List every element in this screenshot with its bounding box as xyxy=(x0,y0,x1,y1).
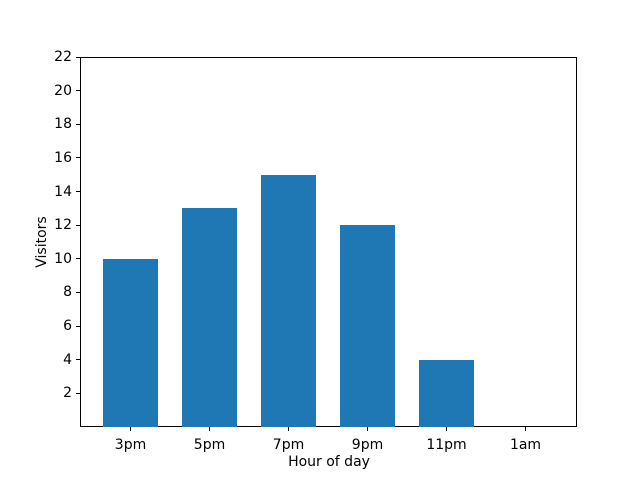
y-tick-label: 16 xyxy=(54,149,72,166)
bar-7pm xyxy=(261,174,316,427)
x-tick-label: 7pm xyxy=(272,437,305,453)
y-tick-label: 14 xyxy=(54,183,72,200)
y-tick-label: 4 xyxy=(63,351,72,368)
bar-11pm xyxy=(419,359,474,427)
y-tick-mark xyxy=(76,123,80,125)
x-tick-mark xyxy=(525,427,526,431)
bar-3pm xyxy=(103,258,158,427)
y-tick-mark xyxy=(76,224,80,226)
y-tick-mark xyxy=(76,191,80,193)
x-tick-label: 9pm xyxy=(351,437,384,453)
x-tick-mark xyxy=(446,427,447,431)
x-tick-label: 1am xyxy=(509,437,542,453)
bar-5pm xyxy=(182,208,237,427)
plot-area xyxy=(80,57,577,427)
y-tick-label: 6 xyxy=(63,318,72,335)
x-tick-mark xyxy=(367,427,368,431)
y-tick-label: 8 xyxy=(63,284,72,301)
x-axis-label: Hour of day xyxy=(288,454,370,470)
y-tick-label: 2 xyxy=(63,385,72,402)
y-tick-mark xyxy=(76,291,80,293)
x-tick-label: 3pm xyxy=(114,437,147,453)
x-tick-mark xyxy=(209,427,210,431)
y-tick-mark xyxy=(76,157,80,159)
y-tick-mark xyxy=(76,90,80,92)
y-tick-mark xyxy=(76,56,80,58)
x-tick-mark xyxy=(288,427,289,431)
y-tick-mark xyxy=(76,325,80,327)
y-tick-mark xyxy=(76,359,80,361)
x-tick-mark xyxy=(130,427,131,431)
y-tick-label: 12 xyxy=(54,217,72,234)
y-tick-mark xyxy=(76,392,80,394)
y-axis-label: Visitors xyxy=(34,216,50,268)
y-tick-label: 18 xyxy=(54,116,72,133)
y-tick-mark xyxy=(76,258,80,260)
y-tick-label: 22 xyxy=(54,49,72,65)
x-tick-label: 5pm xyxy=(193,437,226,453)
x-tick-label: 11pm xyxy=(426,437,467,453)
y-tick-label: 10 xyxy=(54,250,72,267)
bar-9pm xyxy=(340,225,395,427)
y-tick-label: 20 xyxy=(54,82,72,99)
